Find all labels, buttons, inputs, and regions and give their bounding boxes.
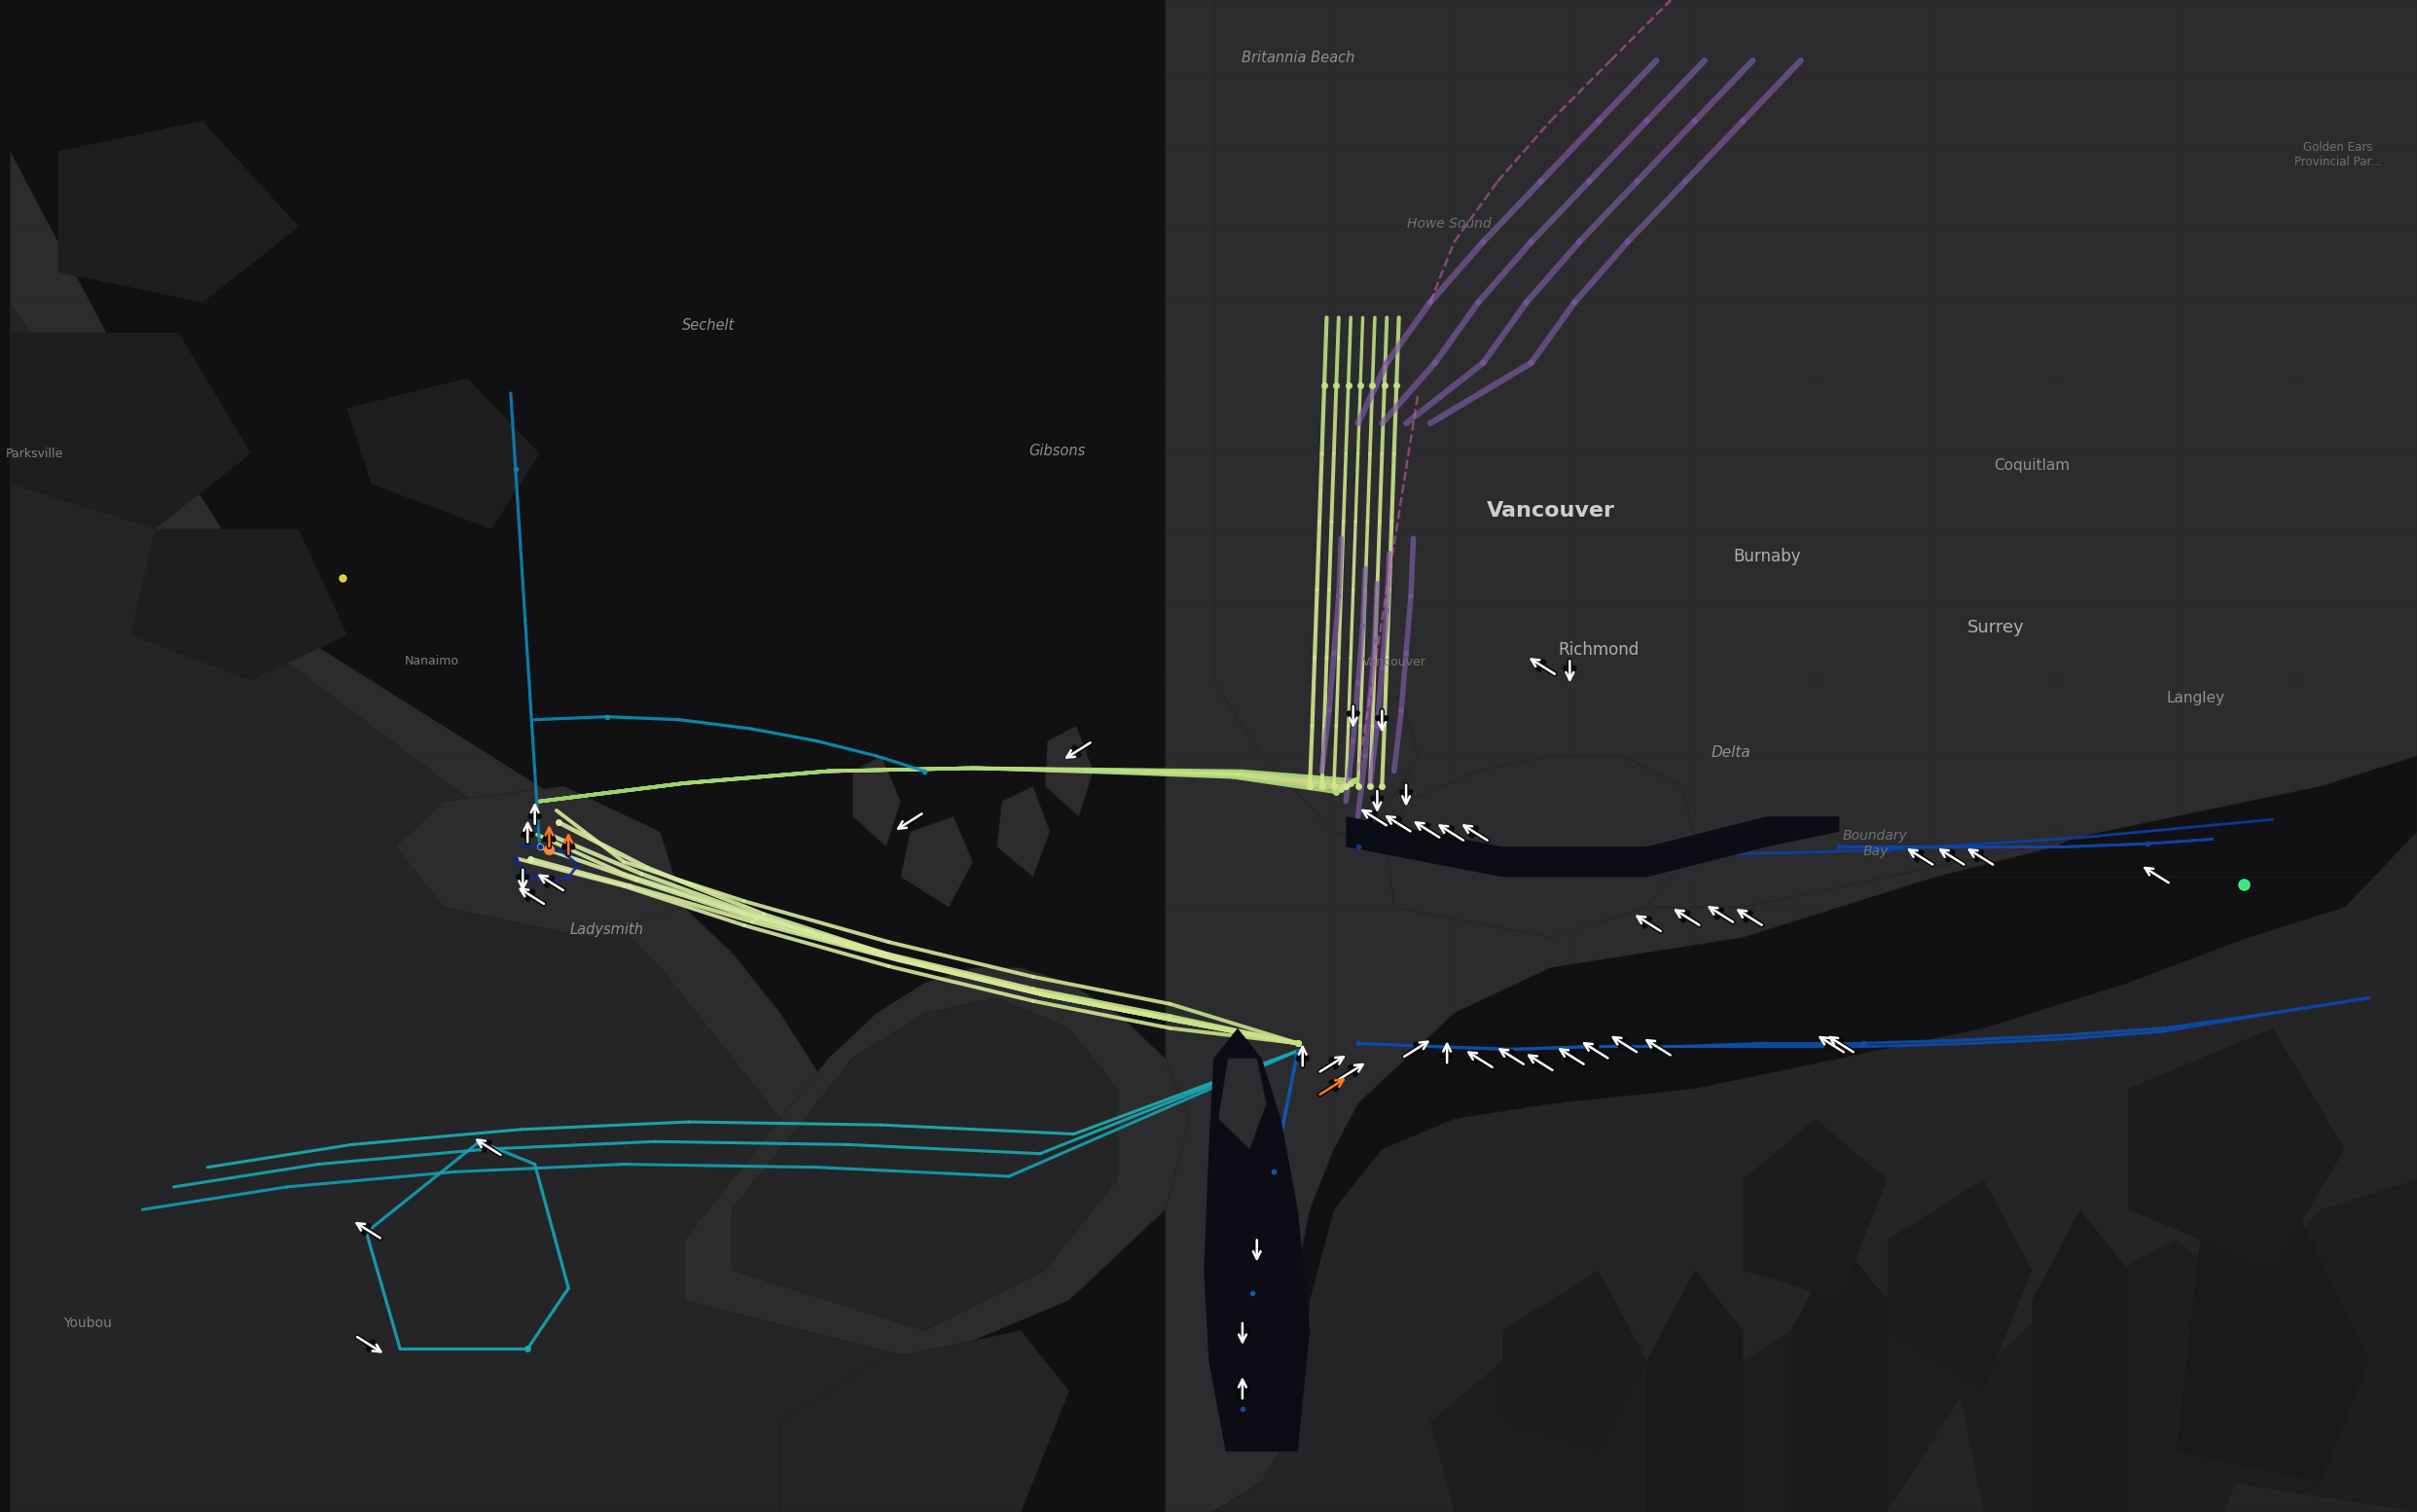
Polygon shape [684, 968, 1189, 1361]
Text: Sechelt: Sechelt [682, 318, 735, 333]
Text: Langley: Langley [2166, 691, 2224, 706]
Polygon shape [781, 1331, 1068, 1512]
Polygon shape [348, 378, 539, 529]
Polygon shape [1165, 0, 2417, 1512]
Text: Boundary
Bay: Boundary Bay [1844, 829, 1907, 859]
Polygon shape [1346, 816, 1839, 877]
Polygon shape [10, 333, 251, 529]
Text: Richmond: Richmond [1559, 641, 1639, 659]
Polygon shape [2129, 1028, 2344, 1270]
Text: Vancouver: Vancouver [1363, 656, 1426, 668]
Polygon shape [1322, 696, 1419, 816]
Polygon shape [396, 786, 684, 937]
Text: Ladysmith: Ladysmith [570, 922, 643, 937]
Text: Gibsons: Gibsons [1030, 443, 1085, 458]
Text: Britannia Beach: Britannia Beach [1242, 50, 1354, 65]
Polygon shape [732, 998, 1117, 1331]
Text: Nanaimo: Nanaimo [404, 655, 459, 667]
Text: Vancouver: Vancouver [1486, 502, 1615, 520]
Polygon shape [1743, 1119, 1888, 1300]
Polygon shape [58, 121, 300, 302]
Polygon shape [1431, 1331, 1694, 1512]
Text: Delta: Delta [1711, 745, 1750, 761]
Polygon shape [1960, 1240, 2296, 1512]
Text: Surrey: Surrey [1967, 618, 2025, 637]
Text: Youbou: Youbou [63, 1315, 111, 1331]
Polygon shape [1213, 832, 2417, 1512]
Text: Howe Sound: Howe Sound [1407, 216, 1491, 231]
Text: Coquitlam: Coquitlam [1994, 458, 2069, 473]
Polygon shape [1888, 1179, 2033, 1391]
Polygon shape [2224, 1179, 2417, 1512]
Polygon shape [1218, 1058, 1267, 1149]
Polygon shape [1503, 1270, 1646, 1452]
Polygon shape [1204, 1028, 1310, 1452]
Polygon shape [10, 302, 926, 1512]
Polygon shape [1791, 1240, 1888, 1512]
Polygon shape [2175, 1210, 2369, 1482]
Polygon shape [1694, 1285, 1984, 1512]
Text: Golden Ears
Provincial Par...: Golden Ears Provincial Par... [2294, 141, 2381, 168]
Text: Burnaby: Burnaby [1733, 547, 1801, 565]
Polygon shape [1387, 756, 1694, 937]
Polygon shape [853, 756, 902, 847]
Polygon shape [1646, 1270, 1743, 1512]
Polygon shape [902, 816, 974, 907]
Text: Parksville: Parksville [5, 448, 63, 460]
Polygon shape [1044, 726, 1092, 816]
Polygon shape [996, 786, 1049, 877]
Polygon shape [1213, 0, 2417, 907]
Polygon shape [131, 529, 348, 680]
Polygon shape [2033, 1210, 2129, 1512]
Polygon shape [10, 151, 1020, 1512]
